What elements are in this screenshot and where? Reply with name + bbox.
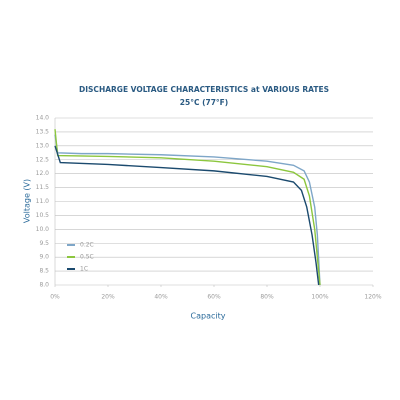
x-tick-label: 100%	[311, 294, 328, 301]
x-axis-label: Capacity	[191, 312, 226, 321]
y-tick-label: 13.5	[36, 128, 50, 135]
x-tick-label: 40%	[154, 294, 168, 301]
chart-title: DISCHARGE VOLTAGE CHARACTERISTICS at VAR…	[79, 85, 329, 94]
y-tick-label: 10.5	[36, 212, 50, 219]
legend-label: 0.2C	[80, 242, 94, 249]
x-tick-label: 80%	[260, 294, 274, 301]
y-tick-label: 13.0	[36, 142, 50, 149]
y-axis-label: Voltage (V)	[23, 179, 32, 223]
y-tick-label: 10.0	[36, 226, 50, 233]
line-series	[54, 129, 321, 286]
x-tick-label: 20%	[101, 294, 115, 301]
chart-subtitle: 25°C (77°F)	[180, 98, 228, 107]
line-series	[54, 134, 321, 286]
y-tick-label: 9.5	[39, 240, 49, 247]
y-tick-label: 9.0	[39, 254, 49, 261]
y-tick-label: 14.0	[36, 115, 50, 122]
legend-label: 0.5C	[80, 254, 94, 261]
legend-label: 1C	[80, 266, 88, 273]
x-tick-label: 60%	[207, 294, 221, 301]
x-tick-label: 0%	[50, 294, 60, 301]
y-tick-label: 11.5	[36, 184, 50, 191]
y-tick-label: 11.0	[36, 198, 50, 205]
y-tick-label: 8.0	[39, 282, 49, 289]
line-series	[54, 145, 320, 286]
y-tick-label: 12.0	[36, 170, 50, 177]
y-tick-label: 8.5	[39, 268, 49, 275]
y-tick-label: 12.5	[36, 156, 50, 163]
x-tick-label: 120%	[364, 294, 381, 301]
